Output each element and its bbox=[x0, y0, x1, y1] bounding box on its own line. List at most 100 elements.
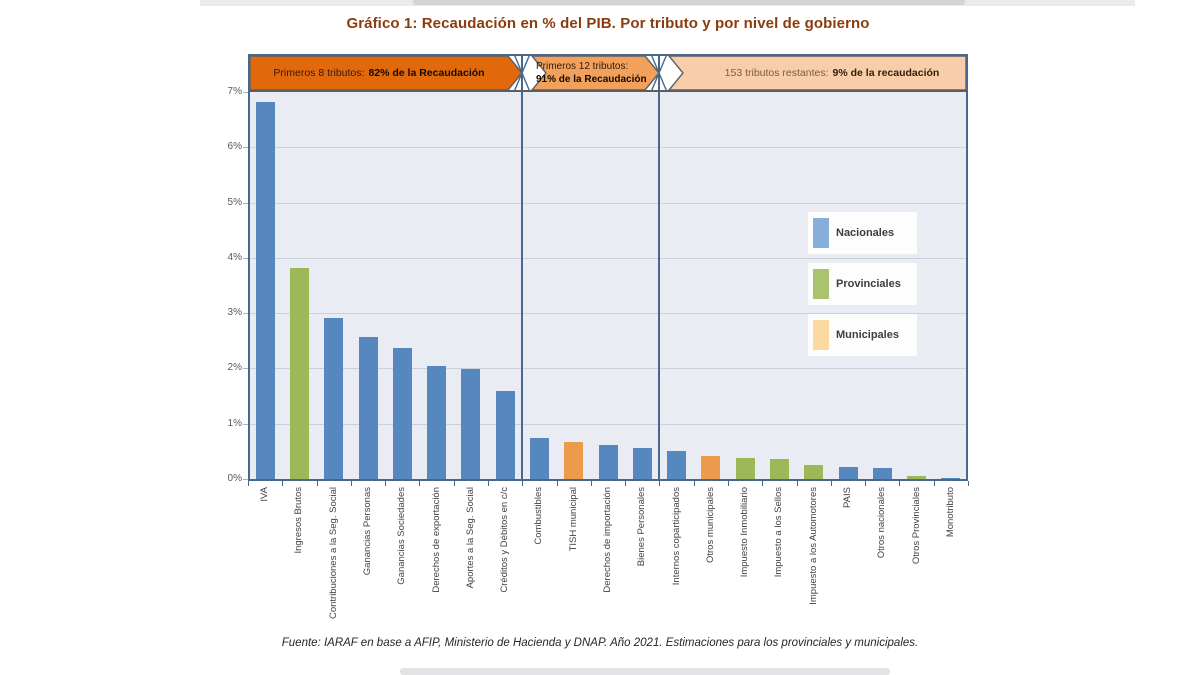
x-axis-label: Impuesto a los Sellos bbox=[773, 487, 785, 578]
ribbon-label-prefix: 153 tributos restantes: bbox=[724, 67, 829, 79]
x-axis-tick bbox=[865, 481, 867, 486]
y-axis-tick bbox=[243, 313, 248, 315]
ribbon-label-top8: Primeros 8 tributos: 82% de la Recaudaci… bbox=[250, 54, 508, 92]
x-axis-label: Ingresos Brutos bbox=[293, 487, 305, 554]
ribbon-label-prefix: Primeros 12 tributos: bbox=[536, 61, 629, 72]
x-axis-tick bbox=[350, 481, 352, 486]
y-axis-label: 3% bbox=[227, 307, 242, 319]
gridline bbox=[250, 257, 966, 259]
x-axis-label: Monotributo bbox=[944, 487, 956, 538]
y-axis-tick bbox=[243, 423, 248, 425]
group-separator-line bbox=[658, 54, 661, 481]
x-axis-tick bbox=[728, 481, 729, 486]
bar bbox=[735, 457, 755, 479]
ribbon-shapes bbox=[249, 54, 967, 92]
ribbon-label-prefix: Primeros 8 tributos: bbox=[273, 67, 365, 79]
window-edge-top-bar bbox=[413, 0, 965, 5]
x-axis-label: Derechos de importación bbox=[602, 487, 613, 593]
legend-item: Provinciales bbox=[808, 263, 917, 305]
bar bbox=[564, 442, 584, 479]
x-axis-label: Aportes a la Seg. Social bbox=[464, 487, 476, 589]
x-axis-label: Derechos de exportación bbox=[430, 487, 442, 593]
legend-item: Municipales bbox=[808, 314, 917, 356]
bar bbox=[358, 337, 378, 479]
bar bbox=[461, 368, 481, 479]
y-axis-label: 4% bbox=[227, 251, 242, 263]
x-axis-label: Impuesto Inmobiliario bbox=[739, 487, 751, 578]
gridline bbox=[250, 147, 966, 149]
gridline bbox=[250, 313, 966, 315]
bar bbox=[701, 455, 721, 479]
x-axis-tick bbox=[316, 481, 318, 486]
ribbon-label-highlight: 91% de la Recaudación bbox=[536, 74, 647, 85]
ribbon-label-highlight: 9% de la recaudación bbox=[832, 67, 940, 79]
bar bbox=[667, 450, 687, 479]
x-axis-label: Otros municipales bbox=[704, 487, 716, 564]
x-axis-tick bbox=[933, 481, 935, 486]
x-axis-tick bbox=[385, 481, 387, 486]
bar bbox=[632, 447, 652, 479]
bar bbox=[324, 317, 344, 479]
header-ribbons: Primeros 8 tributos: 82% de la Recaudaci… bbox=[248, 54, 968, 92]
bar bbox=[907, 476, 927, 479]
bar bbox=[804, 464, 824, 479]
y-axis-label: 2% bbox=[227, 362, 242, 374]
bar bbox=[872, 468, 892, 479]
x-axis-label: TISH municipal bbox=[567, 487, 579, 552]
bar bbox=[427, 366, 447, 479]
ribbon-break-x-icon bbox=[513, 54, 668, 92]
x-axis-tick bbox=[556, 481, 558, 486]
gridline bbox=[250, 423, 966, 425]
window-edge-bottom bbox=[400, 668, 890, 675]
x-axis-tick bbox=[693, 481, 695, 486]
x-axis-label: Créditos y Débitos en c/c bbox=[499, 487, 511, 593]
legend-label: Municipales bbox=[836, 329, 899, 341]
x-axis-label: PAIS bbox=[842, 487, 853, 508]
y-axis-tick bbox=[243, 368, 248, 370]
x-axis-tick bbox=[248, 481, 249, 486]
y-axis-tick bbox=[243, 202, 248, 204]
x-axis-tick bbox=[419, 481, 421, 486]
bar bbox=[255, 102, 275, 479]
x-axis-label: IVA bbox=[259, 487, 271, 502]
x-axis-label: Internos coparticipados bbox=[670, 487, 682, 586]
bar bbox=[392, 348, 412, 479]
legend: Nacionales Provinciales Municipales bbox=[808, 212, 917, 356]
x-axis-label: Otros nacionales bbox=[876, 487, 888, 559]
ribbon-label-top12: Primeros 12 tributos: 91% de la Recaudac… bbox=[536, 60, 652, 86]
y-axis-label: 1% bbox=[227, 417, 242, 429]
x-axis-tick bbox=[522, 481, 524, 486]
x-axis-tick bbox=[590, 481, 592, 486]
x-axis-tick bbox=[899, 481, 901, 486]
gridline bbox=[250, 368, 966, 370]
ribbon-label-rest: 153 tributos restantes: 9% de la recauda… bbox=[698, 54, 966, 92]
group-separator-line bbox=[521, 54, 524, 481]
bar bbox=[289, 268, 309, 479]
ribbon-label-highlight: 82% de la Recaudación bbox=[368, 67, 485, 79]
bar bbox=[769, 458, 789, 479]
y-axis-tick bbox=[243, 147, 248, 149]
y-axis-tick bbox=[243, 479, 248, 480]
x-axis-label: Combustibles bbox=[533, 487, 545, 545]
x-axis-tick bbox=[453, 481, 455, 486]
legend-label: Nacionales bbox=[836, 227, 895, 239]
legend-label: Provinciales bbox=[836, 278, 901, 290]
x-axis-label: Contribuciones a la Seg. Social bbox=[327, 487, 339, 620]
gridline bbox=[250, 202, 966, 204]
x-axis-label: Impuesto a los Automotores bbox=[807, 487, 819, 605]
legend-swatch bbox=[813, 320, 829, 350]
y-axis-label: 7% bbox=[227, 86, 242, 97]
legend-swatch bbox=[813, 218, 829, 248]
x-axis-tick bbox=[830, 481, 832, 486]
x-axis-label: Ganancias Sociedades bbox=[396, 487, 408, 585]
x-axis-label: Bienes Personales bbox=[636, 487, 648, 567]
source-note: Fuente: IARAF en base a AFIP, Ministerio… bbox=[281, 637, 919, 649]
x-axis-tick bbox=[796, 481, 798, 486]
x-axis-tick bbox=[488, 481, 489, 486]
bar bbox=[838, 466, 858, 479]
x-axis-tick bbox=[968, 481, 969, 486]
y-axis-label: 6% bbox=[227, 141, 242, 153]
x-axis-tick bbox=[762, 481, 764, 486]
chart-title: Gráfico 1: Recaudación en % del PIB. Por… bbox=[346, 15, 870, 32]
